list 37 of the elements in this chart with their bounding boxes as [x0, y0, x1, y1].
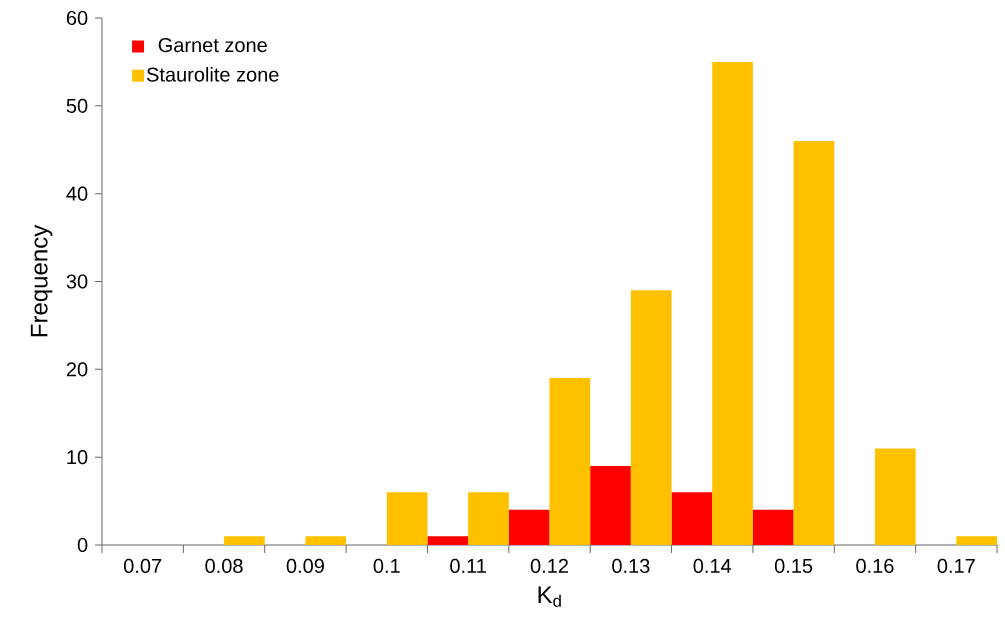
x-tick-label: 0.07	[124, 558, 162, 574]
x-tick-label: 0.17	[937, 558, 975, 574]
bar	[386, 492, 428, 545]
bar	[752, 509, 794, 545]
bar	[712, 61, 753, 545]
bar	[793, 140, 835, 545]
y-tick-label: 20	[66, 362, 88, 377]
y-tick-label: 50	[66, 98, 88, 113]
bar	[590, 465, 631, 545]
x-tick-label: 0.08	[205, 558, 243, 574]
bar	[508, 509, 550, 545]
y-tick-label: 30	[66, 274, 88, 289]
x-tick-label: 0.1	[373, 558, 400, 574]
bar	[671, 492, 713, 545]
x-axis-title: K$_{d}$	[538, 586, 561, 607]
y-tick-label: 60	[66, 10, 88, 26]
bar	[630, 290, 672, 545]
x-tick-label: 0.16	[856, 558, 894, 574]
legend-label: Garnet zone	[158, 38, 267, 53]
bar	[549, 378, 591, 545]
bar	[956, 536, 997, 545]
y-tick-label: 40	[66, 186, 88, 201]
y-axis-title: Frequency	[30, 224, 53, 337]
bar	[427, 536, 469, 545]
bar	[468, 492, 509, 545]
bar	[224, 536, 265, 545]
x-tick-label: 0.09	[286, 558, 324, 574]
x-tick-label: 0.13	[612, 558, 650, 574]
x-tick-label: 0.15	[774, 558, 813, 574]
y-tick-label: 0	[77, 537, 88, 553]
legend-label: Staurolite zone	[146, 66, 279, 82]
x-tick-label: 0.14	[693, 558, 732, 574]
bar	[874, 448, 916, 545]
y-tick-label: 10	[67, 450, 88, 465]
x-tick-label: 0.12	[530, 558, 568, 574]
x-tick-label: 0.11	[450, 558, 486, 574]
bar	[305, 536, 347, 545]
